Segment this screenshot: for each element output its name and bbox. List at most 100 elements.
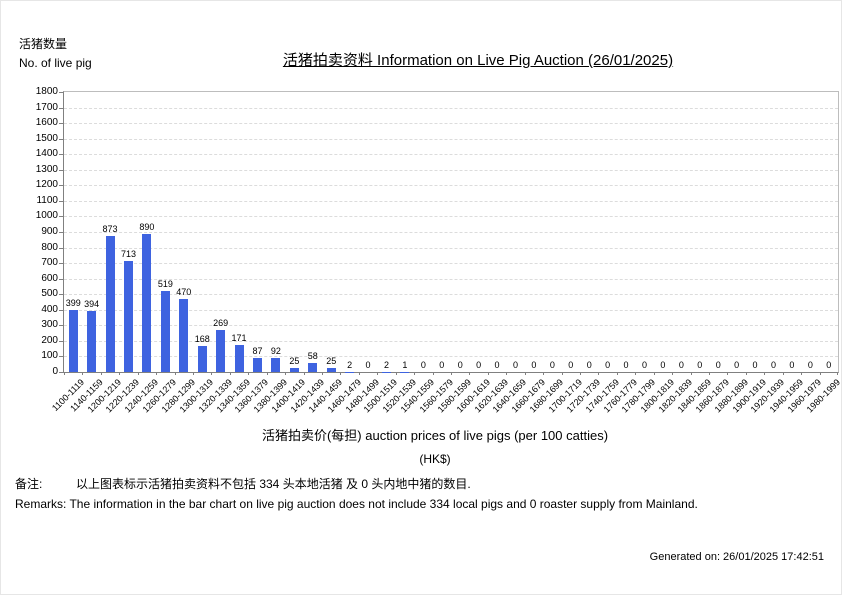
x-axis-tick	[580, 372, 581, 375]
gridline	[64, 247, 838, 249]
bar-value-label: 0	[697, 360, 703, 370]
y-axis-tick-label: 1000	[35, 210, 58, 222]
x-axis-tick	[211, 372, 213, 375]
x-axis-tick	[266, 372, 268, 375]
bar-value-label: 0	[439, 360, 445, 370]
generated-timestamp: Generated on: 26/01/2025 17:42:51	[649, 551, 824, 563]
y-axis-tick	[59, 309, 64, 311]
bar-value-label: 0	[512, 360, 519, 370]
bar-value-label: 92	[270, 345, 281, 356]
bar-value-label: 0	[586, 360, 592, 370]
bar-value-label: 2	[383, 359, 390, 370]
x-axis-tick	[524, 372, 526, 375]
gridline	[64, 309, 838, 311]
x-axis-tick	[764, 372, 766, 375]
bar-value-label: 0	[826, 360, 832, 370]
remarks-label-zh: 备注:	[15, 477, 43, 491]
bar-value-label: 0	[605, 360, 611, 370]
y-axis-title: 活猪数量 No. of live pig	[19, 35, 92, 73]
bar-value-label: 0	[476, 360, 482, 370]
x-axis-tick	[819, 372, 821, 375]
gridline	[64, 325, 838, 327]
y-axis-tick	[59, 185, 64, 187]
gridline	[64, 356, 838, 358]
gridline	[64, 340, 838, 342]
x-axis-tick	[193, 372, 194, 375]
x-axis-tick	[837, 372, 838, 375]
x-axis-unit: (HK$)	[419, 452, 451, 466]
y-axis-tick-label: 1100	[36, 194, 58, 206]
bar	[197, 345, 207, 372]
y-axis-tick-label: 1800	[35, 86, 58, 97]
x-axis-tick	[635, 372, 637, 375]
x-axis-tick	[174, 372, 176, 375]
y-axis-tick	[59, 278, 64, 280]
bar-value-label: 0	[770, 360, 777, 370]
y-axis-tick	[59, 154, 64, 156]
gridline	[64, 185, 838, 187]
y-axis-tick-label: 700	[41, 257, 58, 269]
x-axis-tick	[801, 372, 803, 375]
y-axis-tick	[59, 107, 64, 109]
x-axis-tick	[709, 372, 710, 375]
gridline	[64, 200, 838, 202]
bar	[124, 261, 133, 372]
x-axis-tick	[285, 372, 287, 375]
bar-value-label: 1	[402, 359, 408, 370]
y-axis-tick	[59, 232, 64, 233]
bar-value-label: 0	[549, 360, 555, 370]
x-axis-tick	[377, 372, 379, 375]
bar-value-label: 713	[120, 249, 137, 260]
bar	[160, 291, 170, 372]
gridline	[64, 278, 838, 280]
x-axis-tick	[616, 372, 618, 375]
y-axis-tick	[59, 247, 64, 249]
x-axis-tick	[100, 372, 102, 375]
y-axis-tick-label: 500	[41, 288, 58, 300]
bar-value-label: 0	[568, 360, 574, 370]
y-axis-tick	[59, 325, 64, 327]
bar	[326, 368, 336, 372]
remarks-line-en: Remarks: The information in the bar char…	[15, 497, 698, 511]
bar-value-label: 0	[752, 360, 758, 370]
chart-title: 活猪拍卖资料 Information on Live Pig Auction (…	[282, 52, 674, 69]
gridline	[64, 263, 838, 265]
bar-value-label: 0	[807, 360, 813, 370]
x-axis-tick	[82, 372, 84, 375]
x-axis-tick	[340, 372, 342, 375]
y-axis-tick	[59, 200, 64, 202]
bar-value-label: 25	[289, 356, 300, 367]
bar-value-label: 58	[307, 350, 318, 361]
y-axis-tick	[59, 138, 64, 140]
bar-value-label: 0	[734, 360, 740, 370]
bar	[216, 330, 226, 372]
gridline	[64, 138, 838, 140]
y-axis-tick-label: 900	[41, 226, 58, 237]
x-axis-tick	[690, 372, 692, 375]
bar-value-label: 0	[715, 360, 721, 370]
y-axis-tick	[59, 356, 64, 358]
remarks-line-zh: 备注: 以上图表标示活猪拍卖资料不包括 334 头本地活猪 及 0 头内地中猪的数…	[15, 474, 698, 494]
remarks-text-zh: 以上图表标示活猪拍卖资料不包括 334 头本地活猪 及 0 头内地中猪的数目.	[76, 477, 471, 491]
y-axis-tick	[59, 169, 64, 171]
bar-value-label: 0	[420, 360, 426, 370]
bar	[68, 309, 78, 372]
x-axis-tick	[598, 372, 600, 375]
bar-value-label: 0	[660, 360, 666, 370]
gridline	[64, 216, 838, 218]
bar	[234, 345, 244, 372]
bar-value-label: 87	[252, 346, 263, 357]
x-axis-tick	[487, 372, 489, 375]
bar-value-label: 470	[176, 286, 192, 297]
bar	[87, 310, 97, 372]
y-axis-tick-label: 1400	[35, 148, 58, 160]
x-axis-tick	[561, 372, 563, 375]
bar-value-label: 25	[326, 356, 337, 367]
x-axis-tick	[469, 372, 471, 375]
y-axis-tick-label: 1600	[35, 117, 58, 129]
bar-value-label: 0	[789, 360, 795, 370]
y-axis-tick-label: 100	[41, 350, 58, 362]
x-axis-tick	[322, 372, 323, 375]
x-axis-tick	[727, 372, 729, 375]
